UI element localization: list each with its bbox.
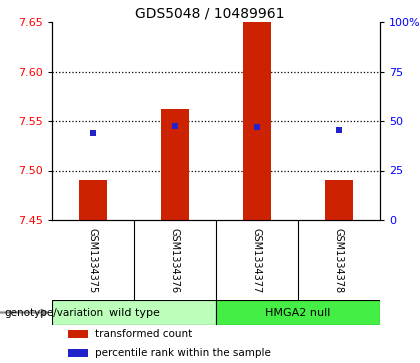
Bar	[243, 22, 271, 220]
Text: wild type: wild type	[108, 307, 160, 318]
Bar	[68, 330, 88, 338]
Text: GSM1334377: GSM1334377	[252, 228, 262, 293]
Text: transformed count: transformed count	[94, 329, 192, 339]
Bar	[161, 109, 189, 220]
Bar	[68, 349, 88, 357]
Bar	[52, 300, 216, 325]
Text: GSM1334375: GSM1334375	[88, 228, 98, 293]
Text: genotype/variation: genotype/variation	[4, 307, 103, 318]
Text: GSM1334378: GSM1334378	[334, 228, 344, 293]
Bar	[216, 300, 380, 325]
Text: GSM1334376: GSM1334376	[170, 228, 180, 293]
Text: HMGA2 null: HMGA2 null	[265, 307, 331, 318]
Bar	[325, 180, 353, 220]
Text: GDS5048 / 10489961: GDS5048 / 10489961	[135, 7, 285, 21]
Bar	[79, 180, 108, 220]
Text: percentile rank within the sample: percentile rank within the sample	[94, 348, 270, 358]
